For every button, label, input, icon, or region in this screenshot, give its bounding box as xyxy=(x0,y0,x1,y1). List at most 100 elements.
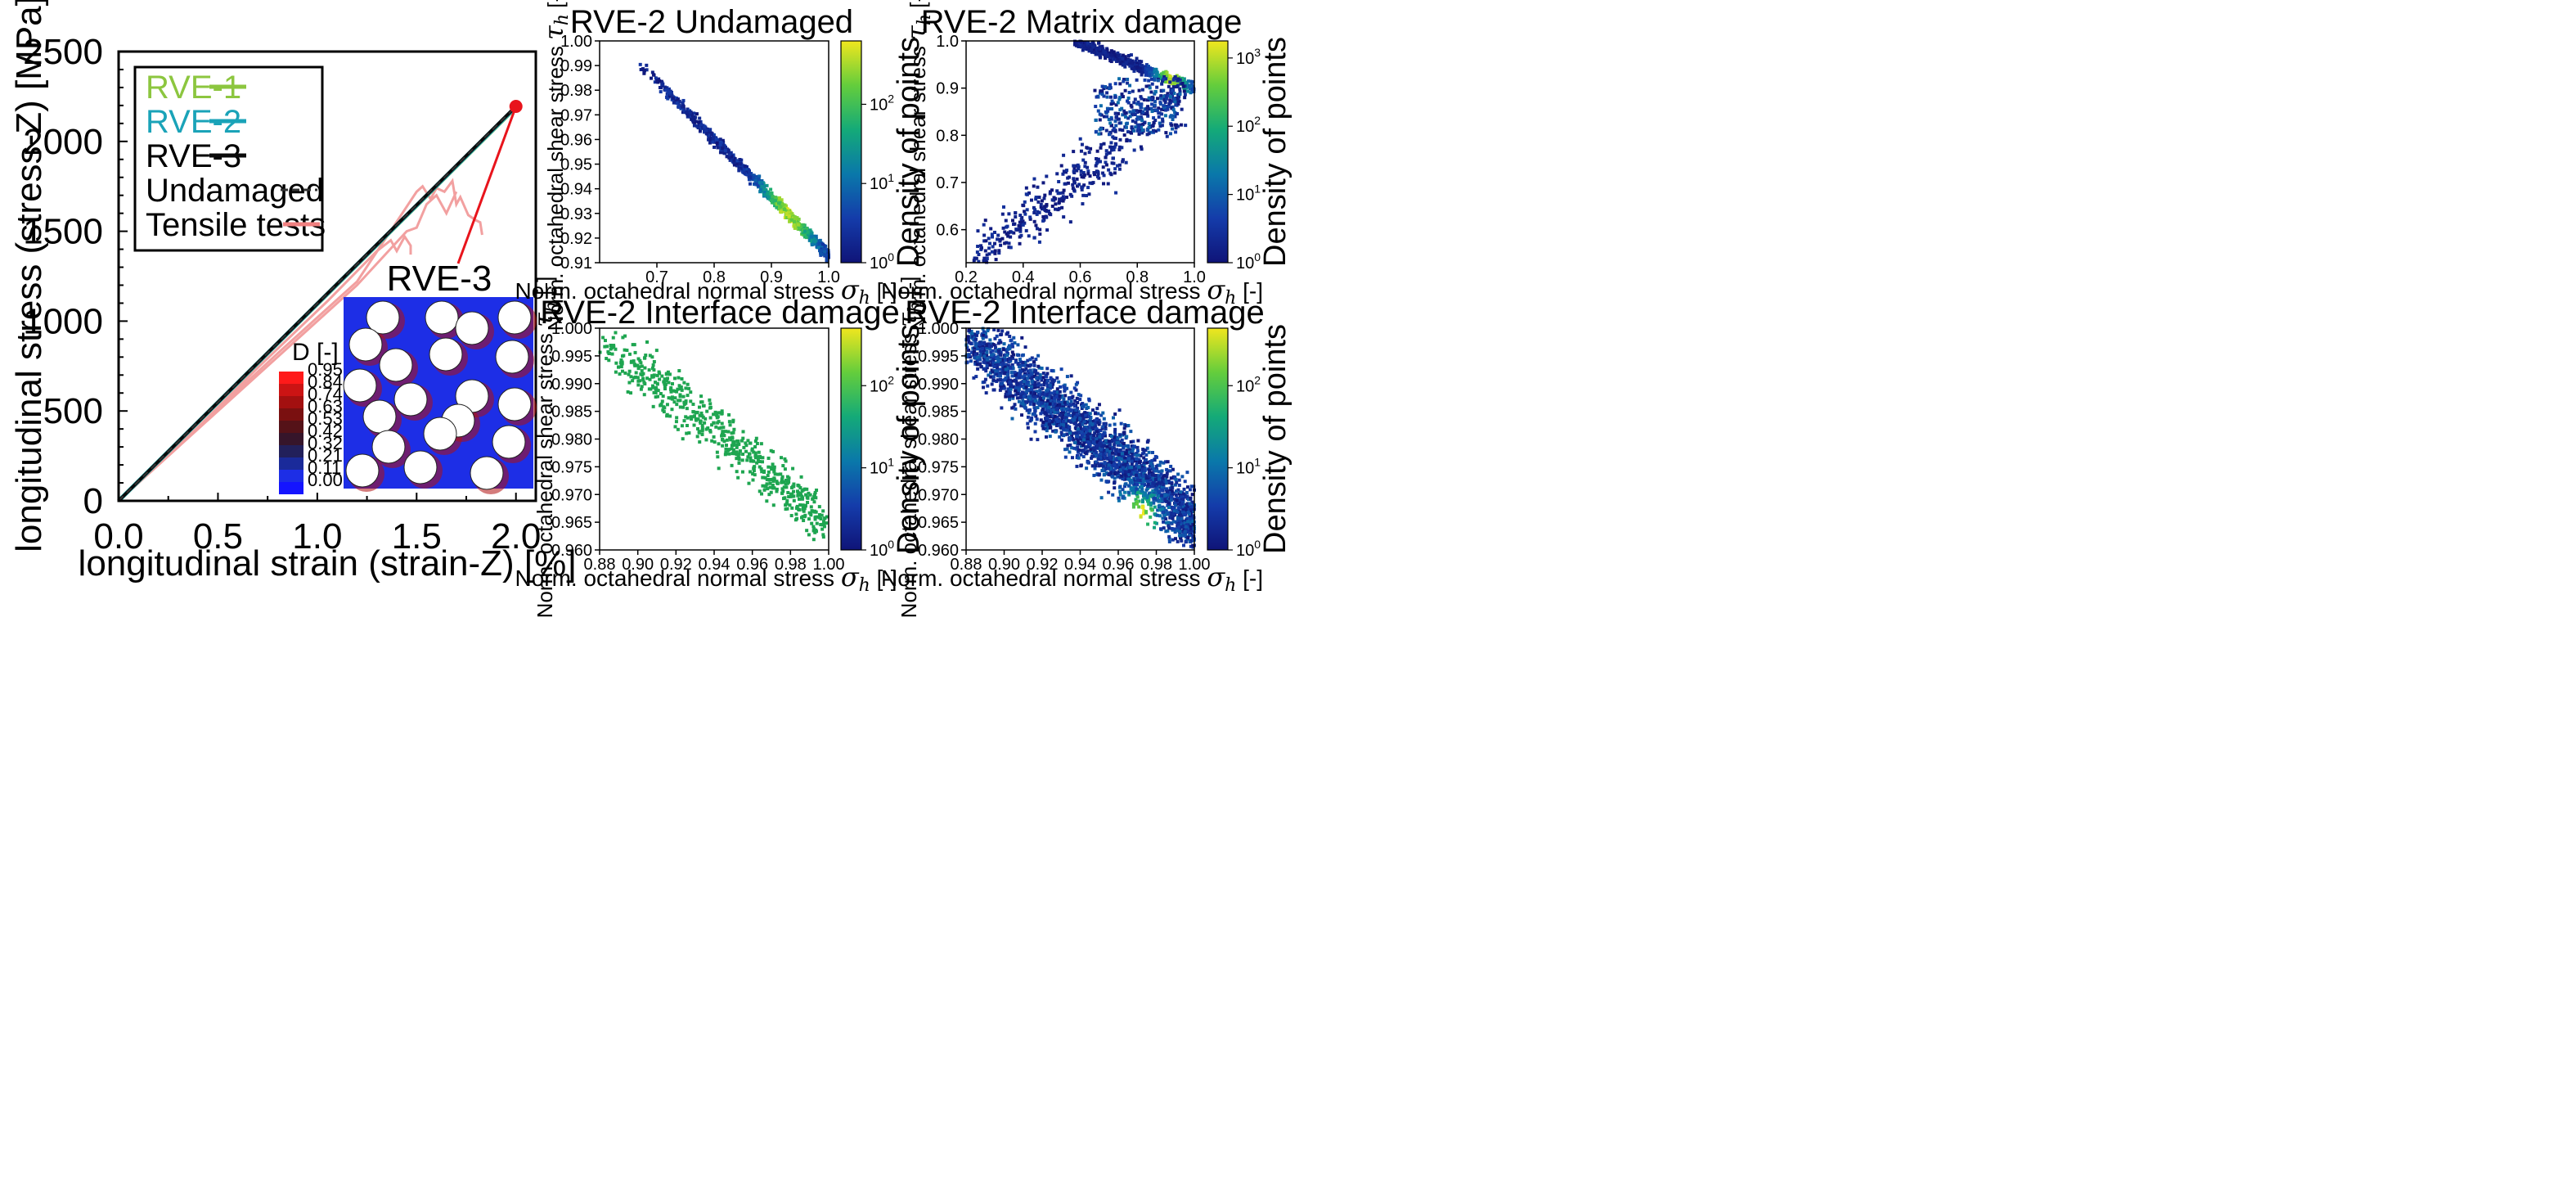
heatmap-cell xyxy=(1104,128,1108,133)
heatmap-cell xyxy=(659,392,663,396)
heatmap-cell xyxy=(1099,478,1104,482)
heatmap-cell xyxy=(712,412,716,417)
heatmap-cell xyxy=(1177,478,1181,482)
heatmap-cell xyxy=(1135,61,1139,65)
heatmap-cell xyxy=(1062,425,1066,429)
y-axis-label: Norm. octahedral shear stress τh [-] xyxy=(538,0,573,331)
heatmap-cell xyxy=(995,334,999,338)
heatmap-cell xyxy=(760,492,764,496)
heatmap-cell xyxy=(1023,368,1027,372)
heatmap-cell xyxy=(1036,394,1040,399)
heatmap-cell xyxy=(710,423,714,427)
heatmap-cell xyxy=(822,247,826,251)
heatmap-cell xyxy=(1097,473,1101,477)
heatmap-cell xyxy=(805,236,809,240)
heatmap-cell xyxy=(1180,475,1185,479)
heatmap-cell xyxy=(1027,234,1031,238)
heatmap-cell xyxy=(699,123,703,127)
heatmap-cell xyxy=(1009,387,1013,391)
heatmap-cell xyxy=(987,345,991,349)
heatmap-cell xyxy=(1188,488,1192,492)
heatmap-cell xyxy=(1041,372,1045,376)
heatmap-cell xyxy=(708,141,712,145)
heatmap-cell xyxy=(973,360,978,364)
heatmap-cell xyxy=(1140,467,1144,471)
heatmap-cell xyxy=(750,459,754,463)
heatmap-cell xyxy=(699,394,704,399)
heatmap-cell xyxy=(640,385,644,389)
heatmap-cell xyxy=(677,369,681,373)
heatmap-cell xyxy=(704,128,708,133)
heatmap-cell xyxy=(713,410,717,414)
heatmap-cell xyxy=(1156,97,1160,101)
heatmap-cell xyxy=(807,235,811,239)
colorbar-tick-exp: 0 xyxy=(1254,250,1261,264)
heatmap-cell xyxy=(662,405,666,409)
heatmap-cell xyxy=(1001,378,1005,382)
heatmap-cell xyxy=(1070,446,1074,450)
heatmap-cell xyxy=(974,333,978,337)
contour-level-label: 0.63 xyxy=(308,396,343,417)
colorbar-tick-base: 10 xyxy=(1236,118,1254,136)
heatmap-cell xyxy=(1098,45,1102,49)
heatmap-cell xyxy=(686,394,690,398)
heatmap-cell xyxy=(1026,369,1030,373)
heatmap-cell xyxy=(1108,121,1113,125)
heatmap-cell xyxy=(1059,385,1063,389)
heatmap-cell xyxy=(1007,388,1011,392)
heatmap-cell xyxy=(1155,74,1159,79)
heatmap-cell xyxy=(1032,363,1036,367)
y-tick-label: 0.6 xyxy=(936,222,959,240)
heatmap-cell xyxy=(745,458,749,462)
heatmap-cell xyxy=(1037,240,1041,244)
heatmap-cell xyxy=(678,405,682,409)
heatmap-cell xyxy=(1102,87,1106,91)
heatmap-cell xyxy=(765,499,769,503)
heatmap-cell xyxy=(1147,492,1151,496)
heatmap-cell xyxy=(802,235,807,239)
heatmap-cell xyxy=(1075,456,1079,460)
heatmap-cell xyxy=(1036,185,1040,189)
fiber xyxy=(379,348,413,382)
heatmap-cell xyxy=(1086,427,1090,431)
heatmap-cell xyxy=(1060,205,1064,210)
heatmap-cell xyxy=(1000,364,1005,368)
heatmap-cell xyxy=(785,507,789,511)
heatmap-cell xyxy=(1117,454,1121,458)
heatmap-cell xyxy=(999,350,1003,354)
heatmap-cell xyxy=(1095,95,1099,99)
heatmap-cell xyxy=(767,470,771,474)
heatmap-cell xyxy=(656,394,660,399)
heatmap-cell xyxy=(1138,130,1142,134)
contour-level-label: 0.84 xyxy=(308,372,343,392)
heatmap-cell xyxy=(1045,384,1050,388)
heatmap-cell xyxy=(1166,107,1170,111)
heatmap-cell xyxy=(1046,410,1050,414)
heatmap-cell xyxy=(1031,412,1035,417)
heatmap-cell xyxy=(1126,451,1130,455)
heatmap-cell xyxy=(1108,145,1113,149)
heatmap-cell xyxy=(1061,191,1065,195)
heatmap-cell xyxy=(801,507,805,511)
heatmap-cell xyxy=(1123,65,1127,69)
heatmap-cell xyxy=(1049,408,1053,412)
heatmap-cell xyxy=(735,445,739,449)
heatmap-cell xyxy=(1099,462,1104,466)
heatmap-cell xyxy=(1149,475,1153,480)
heatmap-cell xyxy=(625,349,629,353)
heatmap-cell xyxy=(636,367,641,371)
heatmap-cell xyxy=(717,426,722,430)
heatmap-cell xyxy=(716,455,720,459)
heatmap-cell xyxy=(1019,381,1023,385)
heatmap-cell xyxy=(1135,487,1139,491)
heatmap-cell xyxy=(976,245,980,249)
heatmap-cell xyxy=(1111,135,1115,139)
heatmap-cell xyxy=(767,478,771,482)
heatmap-cell xyxy=(818,238,822,242)
heatmap-cell xyxy=(738,164,742,169)
x-tick-label: 0.92 xyxy=(660,556,692,574)
heatmap-cell xyxy=(777,196,781,200)
heatmap-cell xyxy=(1126,454,1131,458)
heatmap-cell xyxy=(976,367,980,371)
heatmap-cell xyxy=(1145,440,1149,444)
